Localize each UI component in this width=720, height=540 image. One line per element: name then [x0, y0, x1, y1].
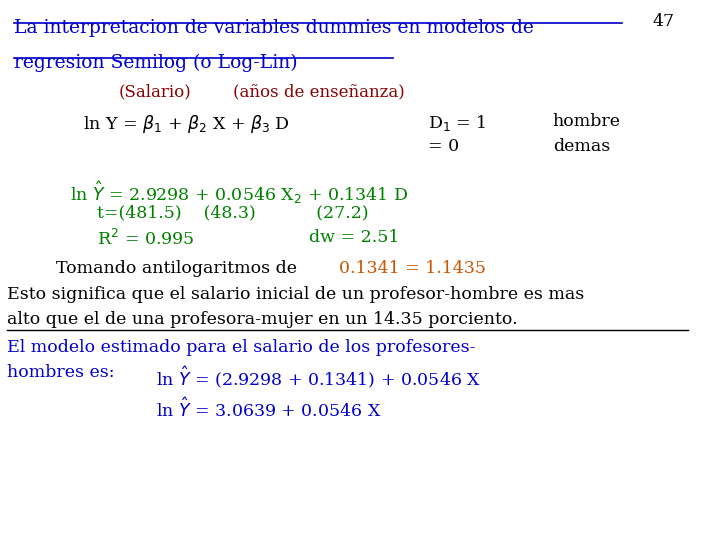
- Text: regresion Semilog (o Log-Lin): regresion Semilog (o Log-Lin): [14, 54, 297, 72]
- Text: La interpretacion de variables dummies en modelos de: La interpretacion de variables dummies e…: [14, 19, 534, 37]
- Text: ln $\hat{Y}$ = 3.0639 + 0.0546 X: ln $\hat{Y}$ = 3.0639 + 0.0546 X: [156, 397, 382, 421]
- Text: demas: demas: [553, 138, 610, 154]
- Text: ln $\hat{Y}$ = 2.9298 + 0.0546 X$_2$ + 0.1341 D: ln $\hat{Y}$ = 2.9298 + 0.0546 X$_2$ + 0…: [70, 179, 408, 206]
- Text: = 0: = 0: [428, 138, 459, 154]
- Text: 47: 47: [652, 14, 675, 30]
- Text: dw = 2.51: dw = 2.51: [310, 229, 400, 246]
- Text: 0.1341 = 1.1435: 0.1341 = 1.1435: [338, 260, 485, 277]
- Text: R$^2$ = 0.995: R$^2$ = 0.995: [97, 229, 195, 249]
- Text: El modelo estimado para el salario de los profesores-: El modelo estimado para el salario de lo…: [7, 339, 475, 356]
- Text: Esto significa que el salario inicial de un profesor-hombre es mas: Esto significa que el salario inicial de…: [7, 286, 584, 303]
- Text: t=(481.5)    (48.3)           (27.2): t=(481.5) (48.3) (27.2): [97, 204, 369, 221]
- Text: (Salario): (Salario): [118, 84, 191, 100]
- Text: ln $\hat{Y}$ = (2.9298 + 0.1341) + 0.0546 X: ln $\hat{Y}$ = (2.9298 + 0.1341) + 0.054…: [156, 364, 482, 390]
- Text: alto que el de una profesora-mujer en un 14.35 porciento.: alto que el de una profesora-mujer en un…: [7, 311, 518, 328]
- Text: (años de enseñanza): (años de enseñanza): [233, 84, 405, 100]
- Text: Tomando antilogaritmos de: Tomando antilogaritmos de: [55, 260, 307, 277]
- Text: ln Y = $\beta_1$ + $\beta_2$ X + $\beta_3$ D: ln Y = $\beta_1$ + $\beta_2$ X + $\beta_…: [84, 113, 290, 136]
- Text: D$_1$ = 1: D$_1$ = 1: [428, 113, 486, 133]
- Text: hombres es:: hombres es:: [7, 364, 114, 381]
- Text: hombre: hombre: [553, 113, 621, 130]
